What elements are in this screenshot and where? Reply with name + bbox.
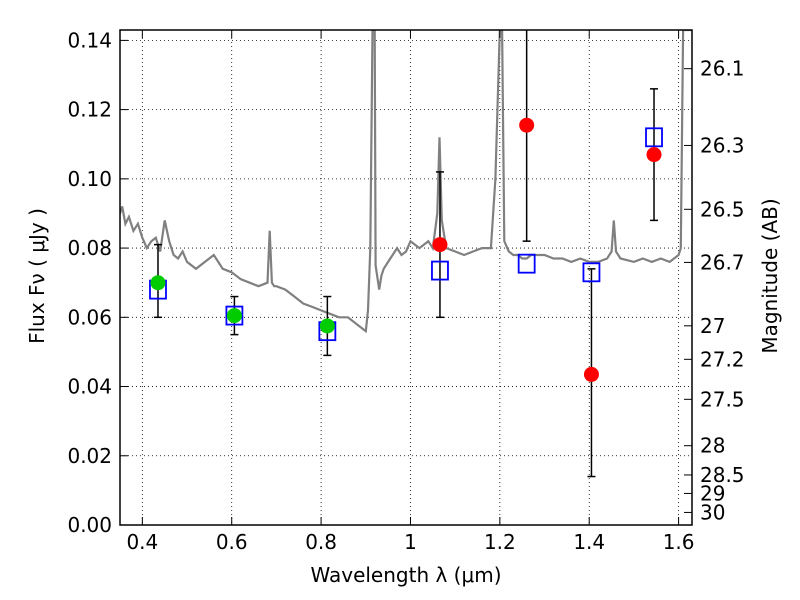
sed-model-line [120, 30, 692, 334]
mag-tick-label: 26.3 [700, 133, 745, 157]
y-tick-label: 0.12 [67, 98, 112, 122]
model-flux-square [517, 253, 536, 274]
model-flux-square [431, 260, 449, 281]
mag-tick-label: 26.7 [700, 250, 745, 274]
data-marker-layer [149, 117, 663, 382]
y-tick-label: 0.10 [67, 167, 112, 191]
y-axis-right-title: Magnitude (AB) [758, 198, 782, 353]
observed-flux-point [150, 275, 166, 291]
mag-tick-label: 28.5 [700, 463, 745, 487]
observed-flux-point [319, 318, 335, 334]
y-tick-label: 0.06 [67, 305, 112, 329]
observed-flux-point [519, 117, 535, 133]
mag-tick-label: 27.5 [700, 387, 745, 411]
model-flux-square [225, 305, 244, 326]
x-tick-label: 1.2 [484, 530, 516, 554]
model-flux-square [645, 127, 663, 148]
x-axis-title: Wavelength λ (μm) [310, 563, 501, 587]
y-tick-label: 0.02 [67, 444, 112, 468]
mag-tick-label: 30 [700, 500, 725, 524]
y-tick-label: 0.04 [67, 375, 112, 399]
observed-flux-point [646, 147, 662, 163]
y-axis-left: 0.00 0.02 0.04 0.06 0.08 0.10 0.12 0.14 [67, 28, 128, 537]
observed-flux-point [226, 308, 242, 324]
x-tick-label: 1.6 [663, 530, 695, 554]
mag-tick-label: 26.5 [700, 197, 745, 221]
mag-tick-label: 26.1 [700, 57, 745, 81]
sed-model-layer [120, 30, 692, 334]
y-tick-label: 0.14 [67, 28, 112, 52]
grid [120, 30, 692, 526]
x-tick-label: 1.4 [573, 530, 605, 554]
mag-tick-label: 29 [700, 481, 725, 505]
mag-tick-label: 28 [700, 434, 725, 458]
x-tick-label: 0.6 [216, 530, 248, 554]
observed-flux-point [583, 366, 599, 382]
mag-tick-label: 27.2 [700, 347, 745, 371]
x-tick-label: 1 [404, 530, 417, 554]
y-tick-label: 0.00 [67, 513, 112, 537]
model-flux-square [582, 262, 601, 283]
y-tick-label: 0.08 [67, 236, 112, 260]
y-axis-title: Flux Fν ( μJy ) [25, 208, 49, 344]
error-bar-layer [153, 30, 659, 478]
plot-frame [119, 29, 693, 526]
x-axis: 0.4 0.6 0.8 1 1.2 1.4 1.6 [126, 30, 695, 554]
x-tick-label: 0.8 [305, 530, 337, 554]
observed-flux-point [432, 237, 448, 253]
x-tick-label: 0.4 [126, 530, 158, 554]
mag-tick-label: 27 [700, 314, 725, 338]
